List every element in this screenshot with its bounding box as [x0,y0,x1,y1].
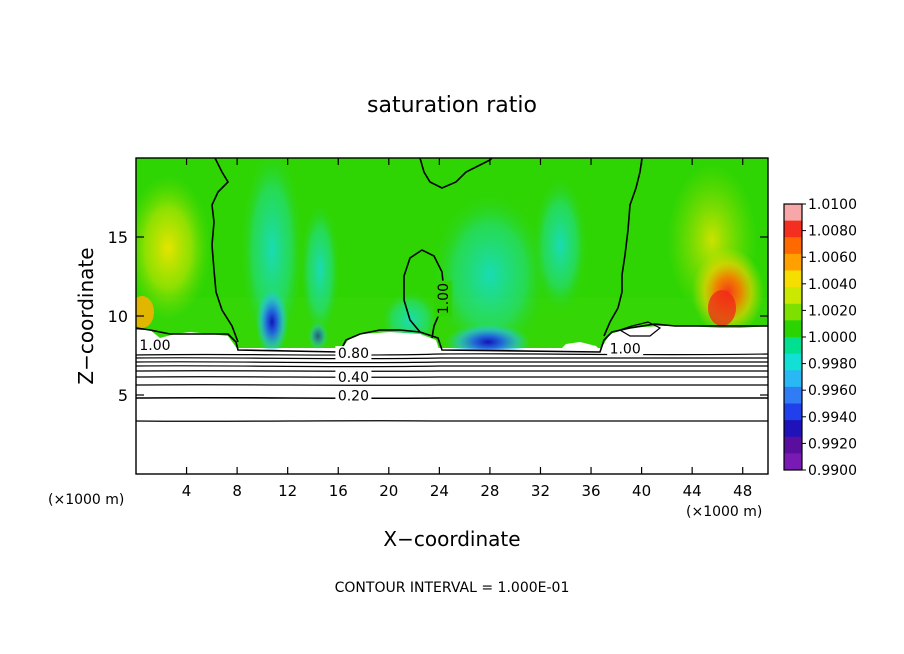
colorbar-swatch-11 [784,386,802,404]
contour-1.00-small [618,321,662,337]
contour-1.00-column-left [211,158,239,343]
contour-below-0.9 [136,353,768,356]
colorbar-label-9: 0.9920 [808,436,857,452]
colorbar-swatch-1 [784,220,802,238]
contour-below-0.5 [136,370,768,372]
subsaturated-region [136,350,768,474]
svg-text:0.40: 0.40 [338,370,369,386]
contour-interval-note: CONTOUR INTERVAL = 1.000E-01 [335,580,570,596]
colorbar-swatch-9 [784,353,802,371]
field-cyan-patch-1 [240,158,304,355]
colorbar-label-2: 1.0060 [808,250,857,266]
colorbar-swatch-3 [784,253,802,271]
colorbar-swatch-2 [784,237,802,255]
colorbar-swatch-10 [784,370,802,388]
x-tick-label-10: 44 [683,482,702,500]
contour-1.00-column-right [603,158,643,337]
x-tick-label-4: 20 [379,482,398,500]
colorbar-label-7: 0.9960 [808,383,857,399]
contour-label-3: 0.80 [335,346,372,362]
colorbar-label-4: 1.0020 [808,303,857,319]
svg-text:0.80: 0.80 [338,346,369,362]
contour-label-1: 1.00 [434,280,453,317]
x-tick-label-8: 36 [581,482,600,500]
svg-text:1.00: 1.00 [436,283,452,314]
x-tick-label-1: 8 [232,482,242,500]
colorbar-swatch-5 [784,287,802,305]
field-red-core-right [708,290,736,326]
colorbar-label-10: 0.9900 [808,463,857,479]
contour-below-0.6 [136,365,768,368]
x-units-label-left: (×1000 m) [48,492,124,508]
colorbar: 1.0100 1.0080 1.0060 1.0040 1.0020 1.0000 0.99… [783,197,857,479]
x-tick-label-0: 4 [182,482,192,500]
y-tick-label-0: 5 [118,386,128,405]
y-tick-label-1: 10 [108,307,128,326]
colorbar-swatch-15 [784,453,802,471]
x-tick-label-6: 28 [480,482,499,500]
field-cyan-patch-4 [532,175,588,315]
contour-1.00-top [419,158,493,189]
cloud-gap-mid [560,342,600,350]
colorbar-label-8: 0.9940 [808,410,857,426]
colorbar-swatch-12 [784,403,802,421]
contour-below-0.2 [136,396,768,400]
colorbar-swatch-6 [784,303,802,321]
colorbar-swatch-0 [784,204,802,222]
svg-text:0.20: 0.20 [338,389,369,405]
colorbar-swatch-4 [784,270,802,288]
contour-below-0.4 [136,376,768,378]
svg-text:1.00: 1.00 [139,338,170,354]
contour-label-4: 0.40 [335,369,372,386]
x-tick-label-5: 24 [430,482,449,500]
contour-label-2: 1.00 [607,341,644,357]
colorbar-label-1: 1.0080 [808,224,857,240]
x-tick-label-9: 40 [632,482,651,500]
colorbar-swatch-13 [784,420,802,438]
colorbar-label-6: 0.9980 [808,357,857,373]
x-tick-label-11: 48 [733,482,752,500]
x-tick-label-3: 16 [329,482,348,500]
contour-label-5: 0.20 [335,388,372,405]
field-cyan-patch-3 [430,190,550,360]
field-cyan-patch-2 [300,200,340,340]
field-yellow-anomaly-left [136,176,210,320]
plot-area: 1.00 1.00 1.00 0.80 0.40 0.20 [136,158,768,474]
x-tick-label-7: 32 [531,482,550,500]
chart-title: saturation ratio [367,93,537,118]
contour-label-0: 1.00 [136,338,173,354]
colorbar-label-3: 1.0040 [808,277,857,293]
colorbar-swatch-14 [784,436,802,454]
x-units-label-right: (×1000 m) [686,504,762,520]
y-axis-label: Z−coordinate [74,247,98,384]
y-tick-label-2: 15 [108,228,128,247]
contour-below-0.3 [136,384,768,386]
contour-below-0.8 [136,357,768,360]
colorbar-swatch-7 [784,320,802,338]
contour-below-0.7 [136,361,768,364]
x-tick-label-2: 12 [278,482,297,500]
colorbar-swatch-8 [784,337,802,355]
svg-text:1.00: 1.00 [610,341,641,357]
colorbar-label-5: 1.0000 [808,330,857,346]
field-yellow-anomaly-left-low [136,296,154,328]
x-axis-label: X−coordinate [383,527,520,551]
contour-below-0.1 [136,420,768,422]
field-blue-anomaly-1 [256,288,288,356]
colorbar-label-0: 1.0100 [808,197,857,213]
field-blue-anomaly-3 [308,322,328,350]
